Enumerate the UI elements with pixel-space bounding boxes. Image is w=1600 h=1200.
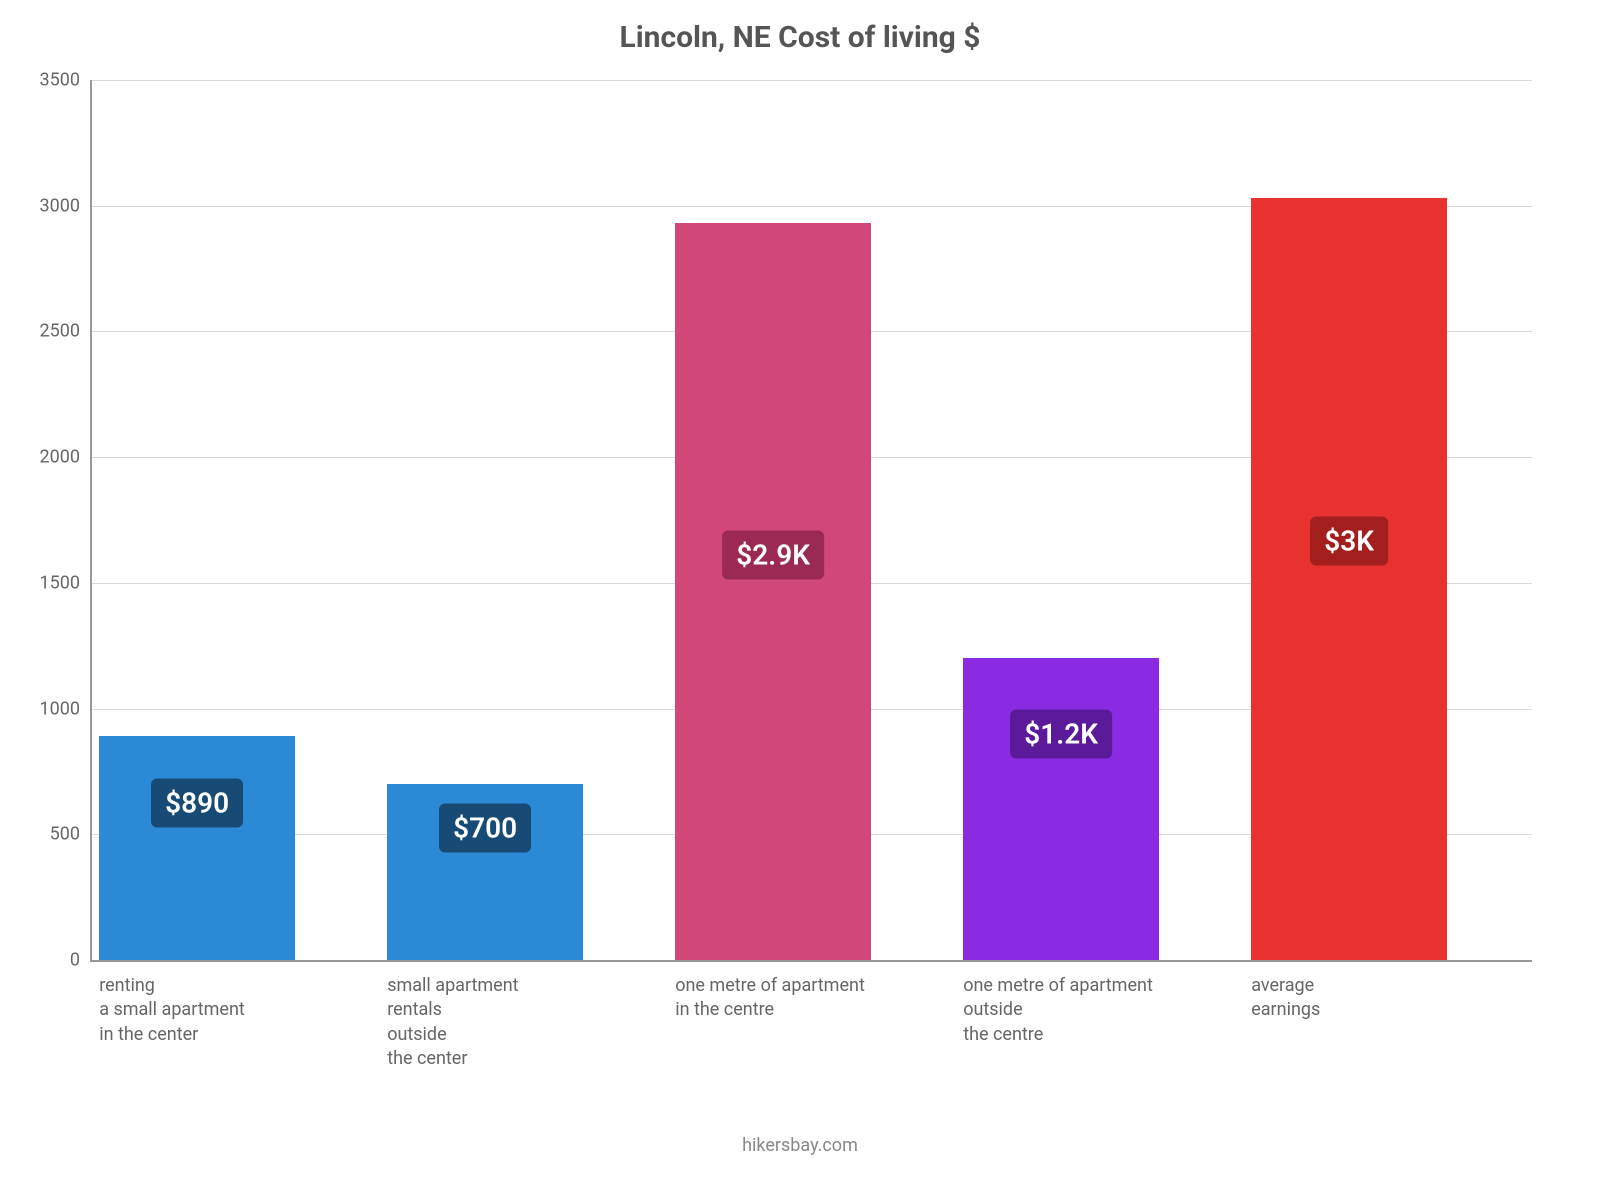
y-tick-label: 500 <box>50 824 80 845</box>
y-tick-label: 3000 <box>40 195 80 216</box>
cost-of-living-bar-chart: Lincoln, NE Cost of living $ 05001000150… <box>0 0 1600 1200</box>
y-tick-label: 2500 <box>40 321 80 342</box>
x-tick-label: one metre of apartment in the centre <box>675 974 956 1023</box>
grid-line <box>92 80 1532 81</box>
value-badge: $2.9K <box>722 530 824 579</box>
y-tick-label: 1500 <box>40 572 80 593</box>
x-tick-label: one metre of apartment outside the centr… <box>963 974 1244 1047</box>
bar <box>675 223 871 960</box>
x-tick-label: renting a small apartment in the center <box>99 974 380 1047</box>
value-badge: $3K <box>1310 516 1388 565</box>
chart-title: Lincoln, NE Cost of living $ <box>0 20 1600 55</box>
source-attribution: hikersbay.com <box>0 1135 1600 1156</box>
y-tick-label: 2000 <box>40 447 80 468</box>
bar <box>963 658 1159 960</box>
value-badge: $890 <box>151 779 243 828</box>
bar <box>1251 198 1447 960</box>
x-tick-label: small apartment rentals outside the cent… <box>387 974 668 1071</box>
y-tick-label: 3500 <box>40 70 80 91</box>
value-badge: $700 <box>439 804 531 853</box>
value-badge: $1.2K <box>1010 709 1112 758</box>
bar <box>99 736 295 960</box>
y-tick-label: 0 <box>70 950 80 971</box>
plot-area: 0500100015002000250030003500$890renting … <box>90 80 1532 962</box>
y-tick-label: 1000 <box>40 698 80 719</box>
x-tick-label: average earnings <box>1251 974 1532 1023</box>
